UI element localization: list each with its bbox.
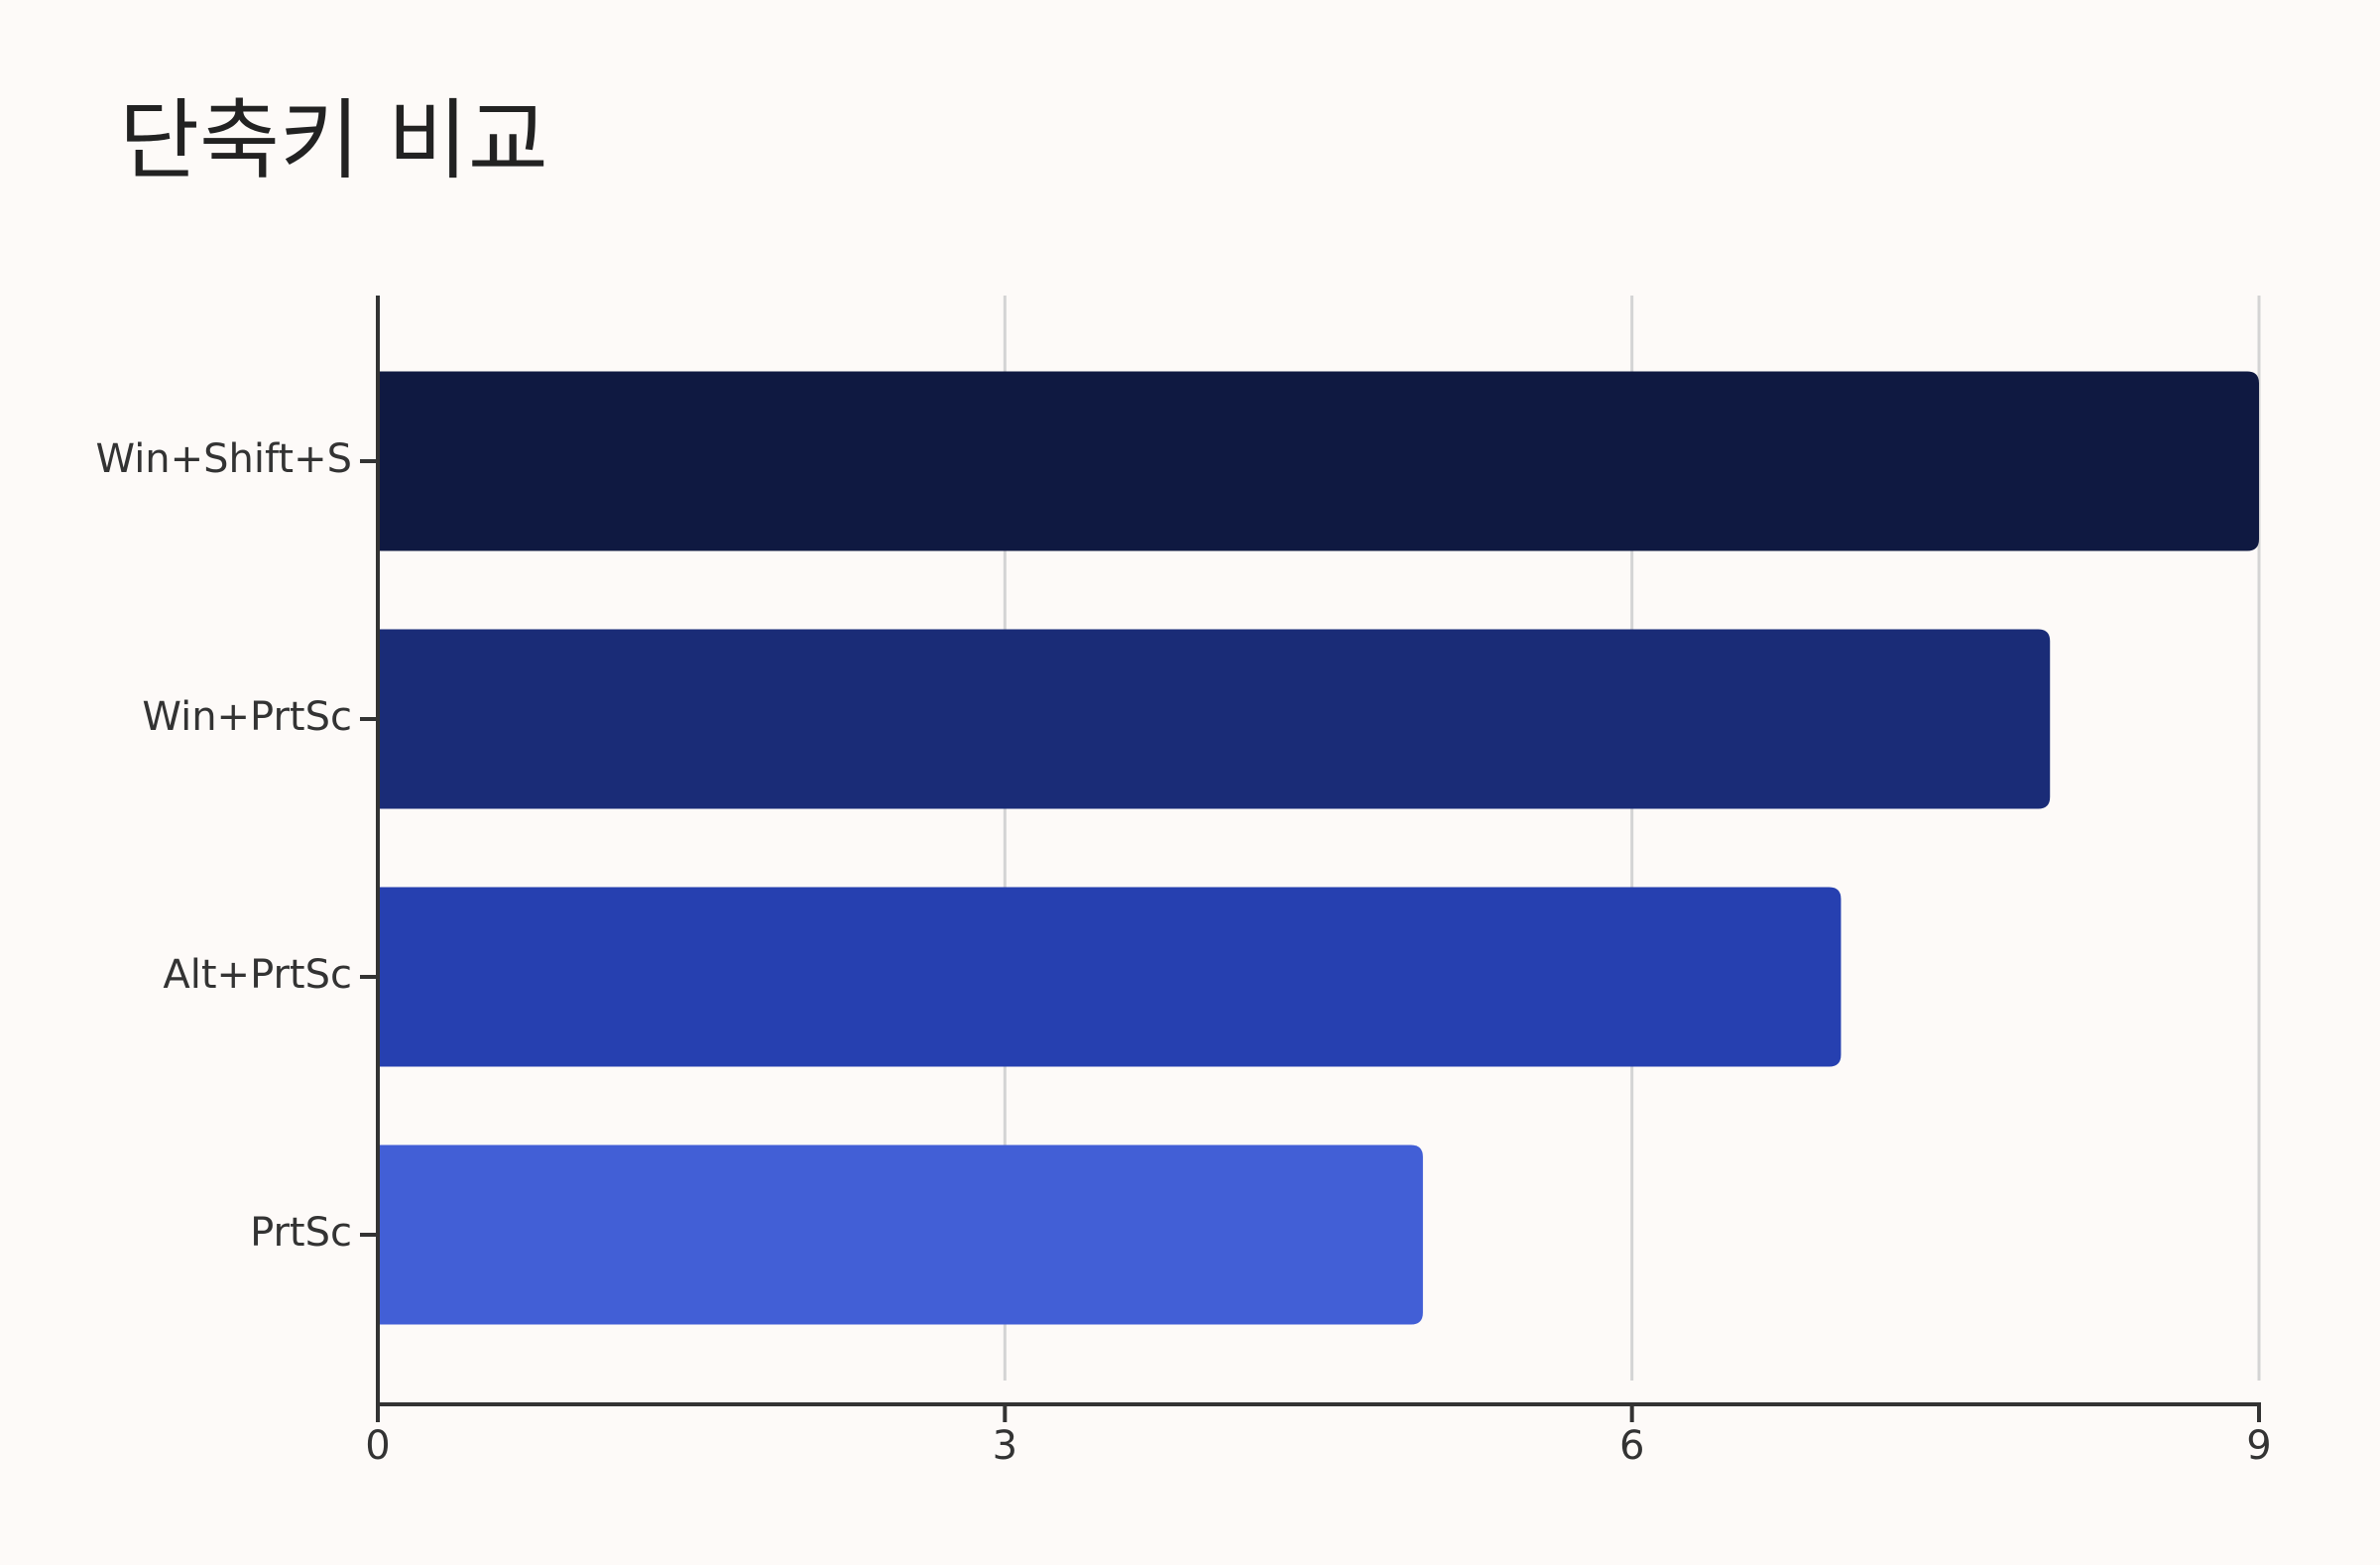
x-tick-label: 3 (993, 1423, 1017, 1469)
bar (378, 887, 1842, 1067)
x-tick-label: 9 (2246, 1423, 2271, 1469)
bar (378, 629, 2051, 809)
bar (378, 371, 2259, 551)
x-tick-label: 0 (365, 1423, 390, 1469)
y-tick-label: Win+PrtSc (142, 694, 352, 740)
x-tick-label: 6 (1619, 1423, 1644, 1469)
bar (378, 1144, 1423, 1325)
chart-title: 단축키 비교 (119, 89, 548, 191)
y-tick-label: PrtSc (250, 1210, 352, 1256)
y-tick-label: Win+Shift+S (96, 436, 352, 482)
y-tick-label: Alt+PrtSc (163, 952, 352, 998)
